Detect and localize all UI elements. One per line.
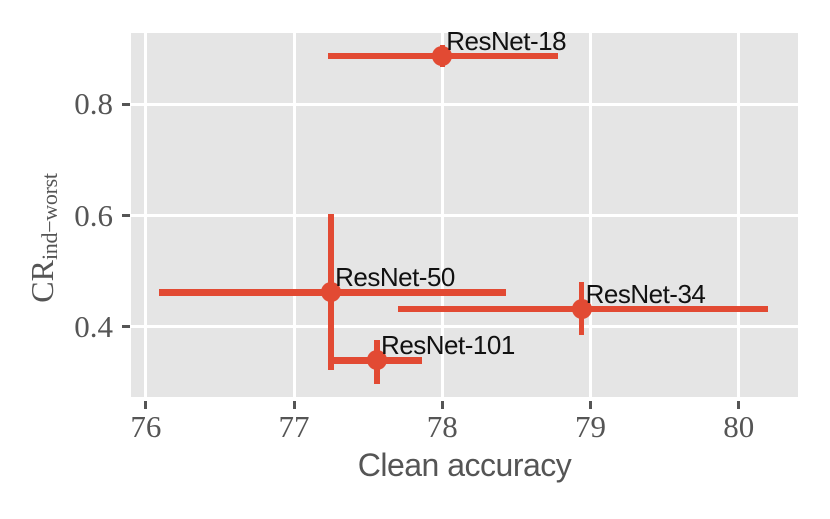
y-axis-label-main: CR [24, 260, 60, 303]
x-tick-label: 80 [723, 409, 755, 444]
x-tick-mark [440, 401, 444, 409]
gridline-horizontal [131, 102, 798, 106]
y-axis-label: CRind−worst [24, 173, 63, 303]
x-tick-label: 76 [130, 409, 162, 444]
point-label: ResNet-34 [585, 279, 706, 310]
point-label: ResNet-101 [381, 330, 515, 361]
y-tick-mark [122, 214, 130, 218]
y-axis-label-subscript: ind−worst [36, 173, 62, 261]
y-tick-label: 0.8 [74, 86, 113, 122]
data-point-marker [321, 282, 342, 303]
point-label: ResNet-18 [446, 25, 567, 56]
x-tick-mark [292, 401, 296, 409]
x-tick-label: 79 [574, 409, 606, 444]
y-tick-label: 0.6 [74, 197, 113, 233]
data-point-marker [571, 299, 592, 320]
x-tick-label: 78 [426, 409, 458, 444]
point-label: ResNet-50 [335, 262, 455, 293]
data-point-marker [432, 45, 453, 66]
x-tick-mark [144, 401, 148, 409]
gridline-horizontal [131, 325, 798, 329]
data-point-marker [367, 350, 388, 371]
x-tick-label: 77 [278, 409, 310, 444]
x-tick-mark [737, 401, 741, 409]
y-tick-mark [122, 325, 130, 329]
x-axis-label: Clean accuracy [357, 447, 572, 483]
x-tick-mark [588, 401, 592, 409]
y-tick-label: 0.4 [74, 308, 113, 344]
gridline-horizontal [131, 214, 798, 218]
y-tick-mark [122, 102, 130, 106]
